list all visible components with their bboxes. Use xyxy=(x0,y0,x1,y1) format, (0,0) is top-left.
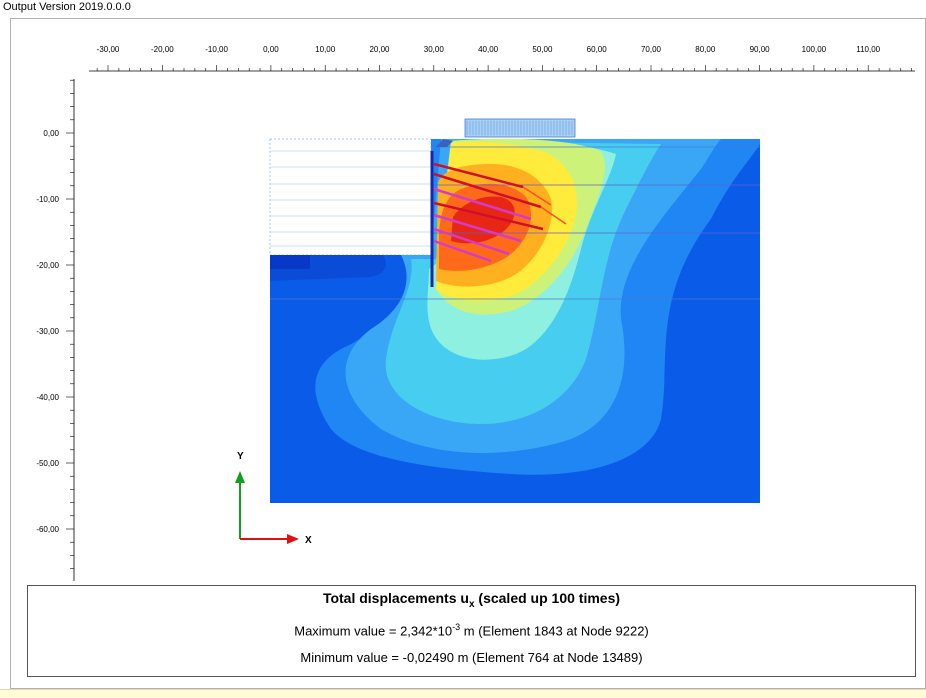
y-tick-label: -10,00 xyxy=(36,195,59,204)
maximum-value: Maximum value = 2,342*10-3 m (Element 18… xyxy=(294,621,649,639)
x-tick-label: 0,00 xyxy=(263,45,279,54)
x-tick-label: 20,00 xyxy=(369,45,390,54)
x-tick-label: 40,00 xyxy=(478,45,499,54)
y-tick-label: -60,00 xyxy=(36,525,59,534)
y-tick-label: -40,00 xyxy=(36,393,59,402)
minimum-value: Minimum value = -0,02490 m (Element 764 … xyxy=(300,650,643,666)
y-tick-label: 0,00 xyxy=(43,129,59,138)
x-tick-label: 30,00 xyxy=(424,45,445,54)
x-tick-label: 100,00 xyxy=(802,45,827,54)
legend-title: Total displacements ux (scaled up 100 ti… xyxy=(322,590,621,610)
x-tick-label: 110,00 xyxy=(856,45,880,54)
output-viewport[interactable]: -30,00 -20,00 -10,00 0,00 10,00 20,00 30,00 40,… xyxy=(10,18,926,689)
x-tick-label: 80,00 xyxy=(695,45,716,54)
x-tick-label: -20,00 xyxy=(151,45,174,54)
legend-panel: Total displacements ux (scaled up 100 ti… xyxy=(27,585,916,677)
x-ruler: -30,00 -20,00 -10,00 0,00 10,00 20,00 30,00 40,… xyxy=(89,45,915,72)
y-ruler: 0,00 -10,00 -20,00 -30,00 -40,00 -50,00 -60,00 xyxy=(36,79,75,581)
x-tick-label: 70,00 xyxy=(641,45,662,54)
x-tick-label: -30,00 xyxy=(97,45,120,54)
y-axis-label: Y xyxy=(237,451,244,462)
y-tick-label: -20,00 xyxy=(36,261,59,270)
layer-boundaries xyxy=(270,139,760,300)
axis-indicator: Y X xyxy=(235,451,312,546)
x-tick-label: 90,00 xyxy=(750,45,771,54)
excavated-zone xyxy=(269,138,432,256)
y-tick-label: -30,00 xyxy=(36,327,59,336)
x-tick-label: -10,00 xyxy=(205,45,228,54)
y-tick-label: -50,00 xyxy=(36,459,59,468)
surface-load xyxy=(464,118,576,138)
x-tick-label: 60,00 xyxy=(587,45,608,54)
ground-anchors xyxy=(433,162,567,263)
x-axis-label: X xyxy=(305,535,312,546)
status-bar xyxy=(0,689,926,698)
contour-plot[interactable]: -30,00 -20,00 -10,00 0,00 10,00 20,00 30,00 40,… xyxy=(11,19,925,688)
x-tick-label: 10,00 xyxy=(315,45,336,54)
x-tick-label: 50,00 xyxy=(532,45,553,54)
version-label: Output Version 2019.0.0.0 xyxy=(3,1,131,13)
